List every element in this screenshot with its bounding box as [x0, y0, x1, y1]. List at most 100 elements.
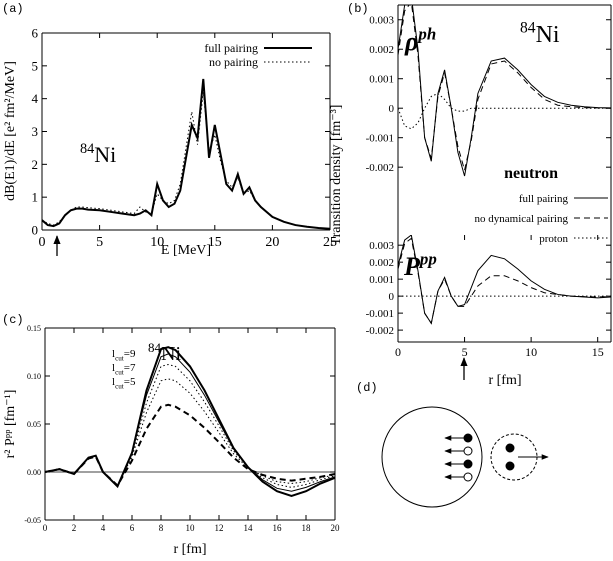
x-tick-label: 14: [244, 523, 254, 533]
y-tick-label: 0: [389, 103, 395, 115]
annotation: Ppp: [403, 250, 437, 281]
y-tick-label: 4: [32, 91, 39, 106]
x-axis-label: r [fm]: [488, 373, 521, 388]
annotation-part: 84: [80, 141, 94, 157]
panel-label: (a): [2, 2, 24, 16]
legend-label: full pairing: [204, 41, 258, 55]
series-line: [45, 363, 335, 488]
x-tick-label: 15: [592, 345, 604, 359]
series-line: [45, 403, 335, 488]
annotation-part: =7: [124, 362, 136, 374]
x-tick-label: 20: [331, 523, 341, 533]
y-tick-label: 1: [32, 190, 39, 205]
x-tick-label: 5: [462, 345, 468, 359]
annotation: 84Ni: [520, 19, 560, 48]
x-tick-label: 8: [159, 523, 164, 533]
annotation-part: l: [112, 348, 115, 360]
y-tick-label: 3: [32, 124, 39, 139]
x-axis-label: r [fm]: [173, 542, 206, 557]
x-tick-label: 0: [395, 345, 401, 359]
series-line: [45, 353, 335, 492]
series-line: [398, 235, 611, 325]
y-tick-label: -0.001: [366, 308, 394, 320]
y-tick-label: 0.002: [369, 257, 394, 269]
y-tick-label: 5: [32, 58, 39, 73]
annotation-part: ph: [416, 25, 436, 44]
legend-label: no dynamical pairing: [475, 213, 569, 225]
series-line: [45, 378, 335, 488]
annotation: ρph: [404, 25, 436, 56]
annotation-part: =9: [124, 348, 136, 360]
x-tick-label: 4: [101, 523, 106, 533]
y-tick-label: -0.002: [366, 325, 394, 337]
x-tick-label: 10: [150, 235, 164, 250]
x-axis-label: E [MeV]: [161, 243, 211, 258]
series-line: [398, 5, 611, 171]
x-tick-label: 10: [525, 345, 537, 359]
legend-title: neutron: [504, 165, 558, 182]
y-tick-label: 0.002: [369, 44, 394, 56]
annotation-part: l: [112, 376, 115, 388]
annotation: 84Ni: [80, 141, 116, 167]
x-tick-label: 5: [96, 235, 103, 250]
panel-label: (c): [2, 313, 24, 327]
x-tick-label: 15: [208, 235, 222, 250]
annotation-part: cut: [115, 354, 124, 362]
x-tick-label: 6: [130, 523, 135, 533]
series-line: [398, 92, 611, 130]
y-tick-label: 6: [32, 26, 39, 41]
y-tick-label: 2: [32, 157, 39, 172]
legend-label: proton: [539, 233, 568, 245]
annotation-part: pp: [418, 250, 437, 269]
annotation-part: Ni: [161, 343, 181, 365]
x-tick-label: 20: [265, 235, 279, 250]
y-tick-label: 0.001: [369, 274, 394, 286]
x-tick-label: 10: [186, 523, 196, 533]
annotation: 84Ni: [148, 340, 181, 365]
annotation-part: Ni: [94, 142, 116, 167]
series-line: [42, 92, 330, 230]
annotation-part: 84: [148, 340, 162, 355]
y-tick-label: 0.001: [369, 74, 394, 86]
y-tick-label: 0.10: [27, 372, 41, 381]
annotation-part: l: [112, 362, 115, 374]
x-tick-label: 0: [39, 235, 46, 250]
panel-label: (d): [356, 381, 378, 395]
y-tick-label: 0: [389, 291, 395, 303]
series-line: [398, 237, 611, 325]
annotation: lcut=5: [112, 376, 136, 390]
y-tick-label: 0.003: [369, 240, 394, 252]
annotation-part: 84: [520, 19, 536, 36]
annotation: lcut=9: [112, 348, 136, 362]
legend-label: full pairing: [519, 193, 569, 205]
panel-label: (b): [347, 2, 369, 16]
legend-label: no pairing: [209, 55, 258, 69]
y-tick-label: -0.001: [366, 133, 394, 145]
annotation-part: P: [403, 252, 421, 281]
y-tick-label: -0.05: [24, 516, 41, 525]
annotation-part: Ni: [536, 22, 560, 48]
annotation-part: =5: [124, 376, 136, 388]
series-line: [45, 346, 335, 498]
y-axis-label: r² Pᵖᵖ [fm⁻¹]: [3, 390, 18, 459]
annotation-part: cut: [115, 368, 124, 376]
pair-diagram: [381, 406, 549, 508]
y-tick-label: 0.05: [27, 420, 41, 429]
y-tick-label: 0.003: [369, 15, 394, 27]
x-tick-label: 12: [215, 523, 224, 533]
annotation: lcut=7: [112, 362, 136, 376]
y-axis-label: dB(E1)/dE [e² fm²/MeV]: [3, 61, 18, 201]
annotation-part: cut: [115, 382, 124, 390]
x-tick-label: 0: [43, 523, 48, 533]
annotation-part: ρ: [404, 27, 418, 56]
y-axis-label: Transition density [fm⁻³]: [329, 105, 344, 246]
y-tick-label: -0.002: [366, 162, 394, 174]
y-tick-label: 0.00: [27, 468, 41, 477]
x-tick-label: 25: [323, 235, 337, 250]
y-tick-label: 0.15: [27, 324, 41, 333]
y-tick-label: 0: [32, 223, 39, 238]
x-tick-label: 2: [72, 523, 77, 533]
x-tick-label: 18: [302, 523, 312, 533]
x-tick-label: 16: [273, 523, 283, 533]
